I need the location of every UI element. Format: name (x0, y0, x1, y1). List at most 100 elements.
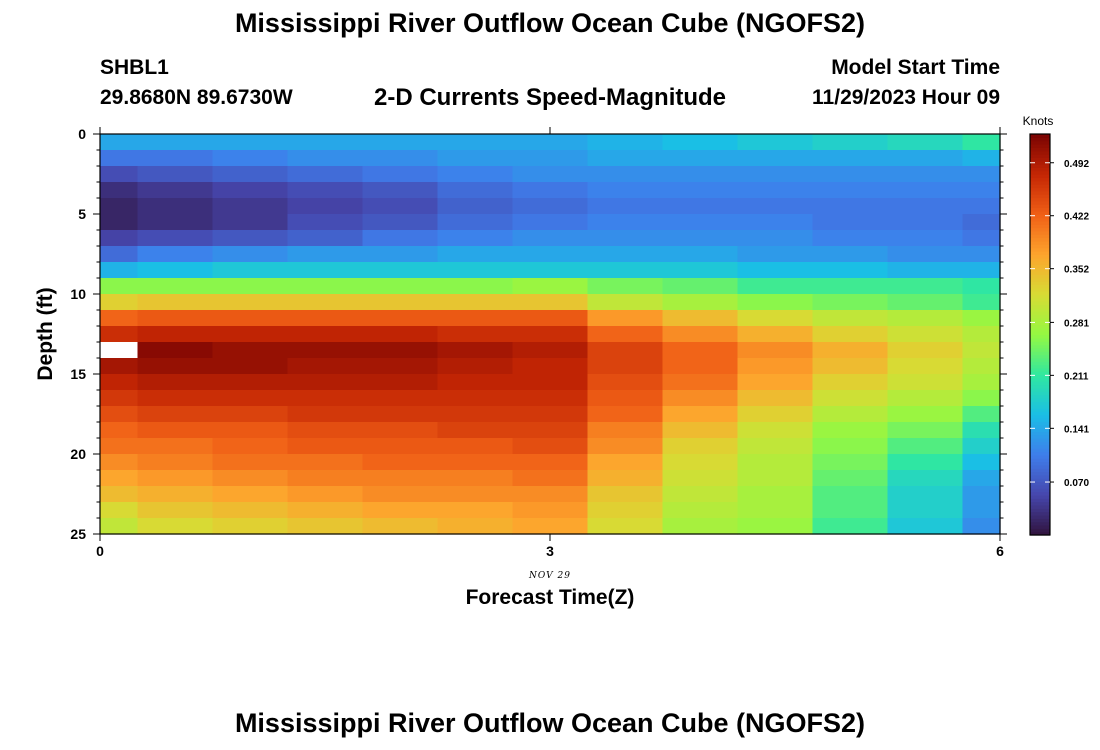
heatmap-cell (137, 166, 214, 183)
heatmap-cell (512, 422, 589, 439)
heatmap-cell (512, 454, 589, 471)
colorbar-segment (1030, 237, 1050, 242)
colorbar-segment (1030, 220, 1050, 225)
heatmap-cell (137, 182, 214, 199)
heatmap-cell (437, 486, 514, 503)
chart-title-bottom: Mississippi River Outflow Ocean Cube (NG… (234, 708, 866, 738)
colorbar-segment (1030, 294, 1050, 299)
heatmap-cell (812, 310, 889, 327)
heatmap-cell (362, 166, 439, 183)
heatmap-cell (887, 406, 964, 423)
heatmap-cell (212, 390, 289, 407)
colorbar-segment (1030, 424, 1050, 429)
heatmap-cell (812, 230, 889, 247)
heatmap-cell (212, 182, 289, 199)
heatmap-cell (212, 214, 289, 231)
heatmap-cell (512, 358, 589, 375)
heatmap-cell (287, 422, 364, 439)
heatmap-cell (962, 278, 1001, 295)
heatmap-cell (887, 246, 964, 263)
heatmap-cell (212, 422, 289, 439)
x-date-label: NOV 29 (528, 571, 571, 581)
colorbar-segment (1030, 154, 1050, 158)
heatmap-cell (587, 150, 664, 167)
heatmap-cell (212, 230, 289, 247)
heatmap-cell (362, 310, 439, 327)
y-tick-label: 20 (70, 446, 86, 462)
heatmap-cell (662, 518, 739, 535)
heatmap-cell (662, 246, 739, 263)
heatmap-cell (662, 406, 739, 423)
heatmap-cell (287, 502, 364, 519)
heatmap-cell (287, 438, 364, 455)
heatmap-cell (662, 438, 739, 455)
heatmap-cell (212, 262, 289, 279)
heatmap-cell (362, 150, 439, 167)
colorbar-segment (1030, 207, 1050, 212)
heatmap-cell (662, 230, 739, 247)
heatmap-cell (437, 182, 514, 199)
colorbar-segment (1030, 488, 1050, 493)
heatmap-cell (587, 358, 664, 375)
colorbar-segment (1030, 381, 1050, 386)
colorbar-segment (1030, 257, 1050, 262)
colorbar-tick-label: 0.352 (1064, 265, 1089, 276)
colorbar-tick-label: 0.141 (1064, 424, 1089, 435)
colorbar-segment (1030, 150, 1050, 155)
heatmap-cell (962, 342, 1001, 359)
heatmap-cell (287, 214, 364, 231)
heatmap-cell (737, 486, 814, 503)
colorbar-segment (1030, 204, 1050, 209)
heatmap-cell (287, 134, 364, 151)
heatmap-cell (100, 134, 139, 151)
heatmap-cell (287, 518, 364, 535)
colorbar-segment (1030, 471, 1050, 476)
colorbar-segment (1030, 418, 1050, 422)
heatmap-cell (137, 150, 214, 167)
heatmap-cell (362, 326, 439, 343)
heatmap-cell (512, 518, 589, 535)
colorbar-segment (1030, 401, 1050, 406)
y-tick-label: 5 (78, 206, 86, 222)
colorbar-segment (1030, 428, 1050, 433)
heatmap-cell (137, 230, 214, 247)
heatmap-cell (737, 326, 814, 343)
heatmap-cell (212, 198, 289, 215)
colorbar-segment (1030, 484, 1050, 489)
heatmap-cell (512, 326, 589, 343)
colorbar-segment (1030, 367, 1050, 372)
heatmap-cell (887, 262, 964, 279)
colorbar-segment (1030, 187, 1050, 192)
heatmap-cell (437, 422, 514, 439)
heatmap-cell (512, 374, 589, 391)
heatmap-cell (812, 294, 889, 311)
heatmap-cell (100, 358, 139, 375)
heatmap-cell (812, 342, 889, 359)
heatmap-cell (812, 214, 889, 231)
heatmap-cell (887, 374, 964, 391)
heatmap-cell (100, 438, 139, 455)
heatmap-cell (662, 390, 739, 407)
colorbar-segment (1030, 431, 1050, 436)
heatmap-cell (212, 374, 289, 391)
colorbar-segment (1030, 307, 1050, 312)
colorbar-tick-label: 0.070 (1064, 478, 1089, 489)
heatmap-cell (137, 390, 214, 407)
heatmap-cell (962, 454, 1001, 471)
heatmap-cell (137, 406, 214, 423)
colorbar-segment (1030, 441, 1050, 446)
heatmap-cell (437, 406, 514, 423)
heatmap-cell (287, 470, 364, 487)
colorbar-segment (1030, 301, 1050, 306)
colorbar-tick-label: 0.211 (1064, 371, 1089, 382)
colorbar-segment (1030, 387, 1050, 392)
heatmap-cell (737, 422, 814, 439)
colorbar-segment (1030, 264, 1050, 269)
heatmap-cell (737, 134, 814, 151)
heatmap-cell (887, 230, 964, 247)
heatmap-cell (962, 262, 1001, 279)
colorbar-segment (1030, 210, 1050, 215)
colorbar-segment (1030, 334, 1050, 339)
heatmap-cell (962, 134, 1001, 151)
heatmap-cell (962, 502, 1001, 519)
